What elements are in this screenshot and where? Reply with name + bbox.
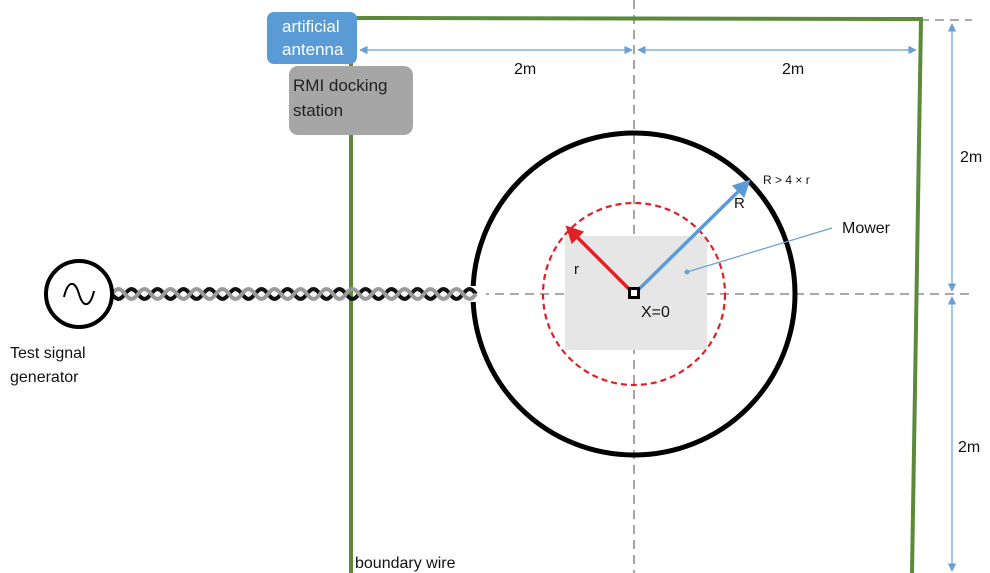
R-condition-label: R > 4 × r xyxy=(763,173,810,187)
generator-label-line1: Test signal xyxy=(10,345,86,362)
dim-top-left-label: 2m xyxy=(514,61,536,78)
docking-label-line2: station xyxy=(293,101,343,120)
origin-label: X=0 xyxy=(641,304,670,321)
boundary-wire-label: boundary wire xyxy=(355,555,456,572)
R-arrow xyxy=(632,179,751,296)
mower-leader-line xyxy=(686,227,833,273)
r-label: r xyxy=(574,261,579,278)
twisted-pair-wire xyxy=(110,286,478,302)
mower-leader-dot xyxy=(684,269,690,275)
dim-right-lower-label: 2m xyxy=(958,439,980,456)
generator-label-line2: generator xyxy=(10,369,79,386)
docking-station-box xyxy=(289,66,413,135)
antenna-box xyxy=(267,12,357,64)
r-arrow xyxy=(565,225,636,296)
R-label: R xyxy=(734,195,745,212)
docking-label-line1: RMI docking xyxy=(293,76,387,95)
dim-right-upper-label: 2m xyxy=(960,149,982,166)
antenna-label-line2: antenna xyxy=(282,40,344,59)
inner-circle xyxy=(541,201,727,387)
mower-label: Mower xyxy=(842,220,891,237)
antenna-label-line1: artificial xyxy=(282,17,340,36)
dim-top-right-label: 2m xyxy=(782,61,804,78)
crosshair-marker-icon xyxy=(628,287,640,299)
sine-wave-icon xyxy=(44,259,114,329)
